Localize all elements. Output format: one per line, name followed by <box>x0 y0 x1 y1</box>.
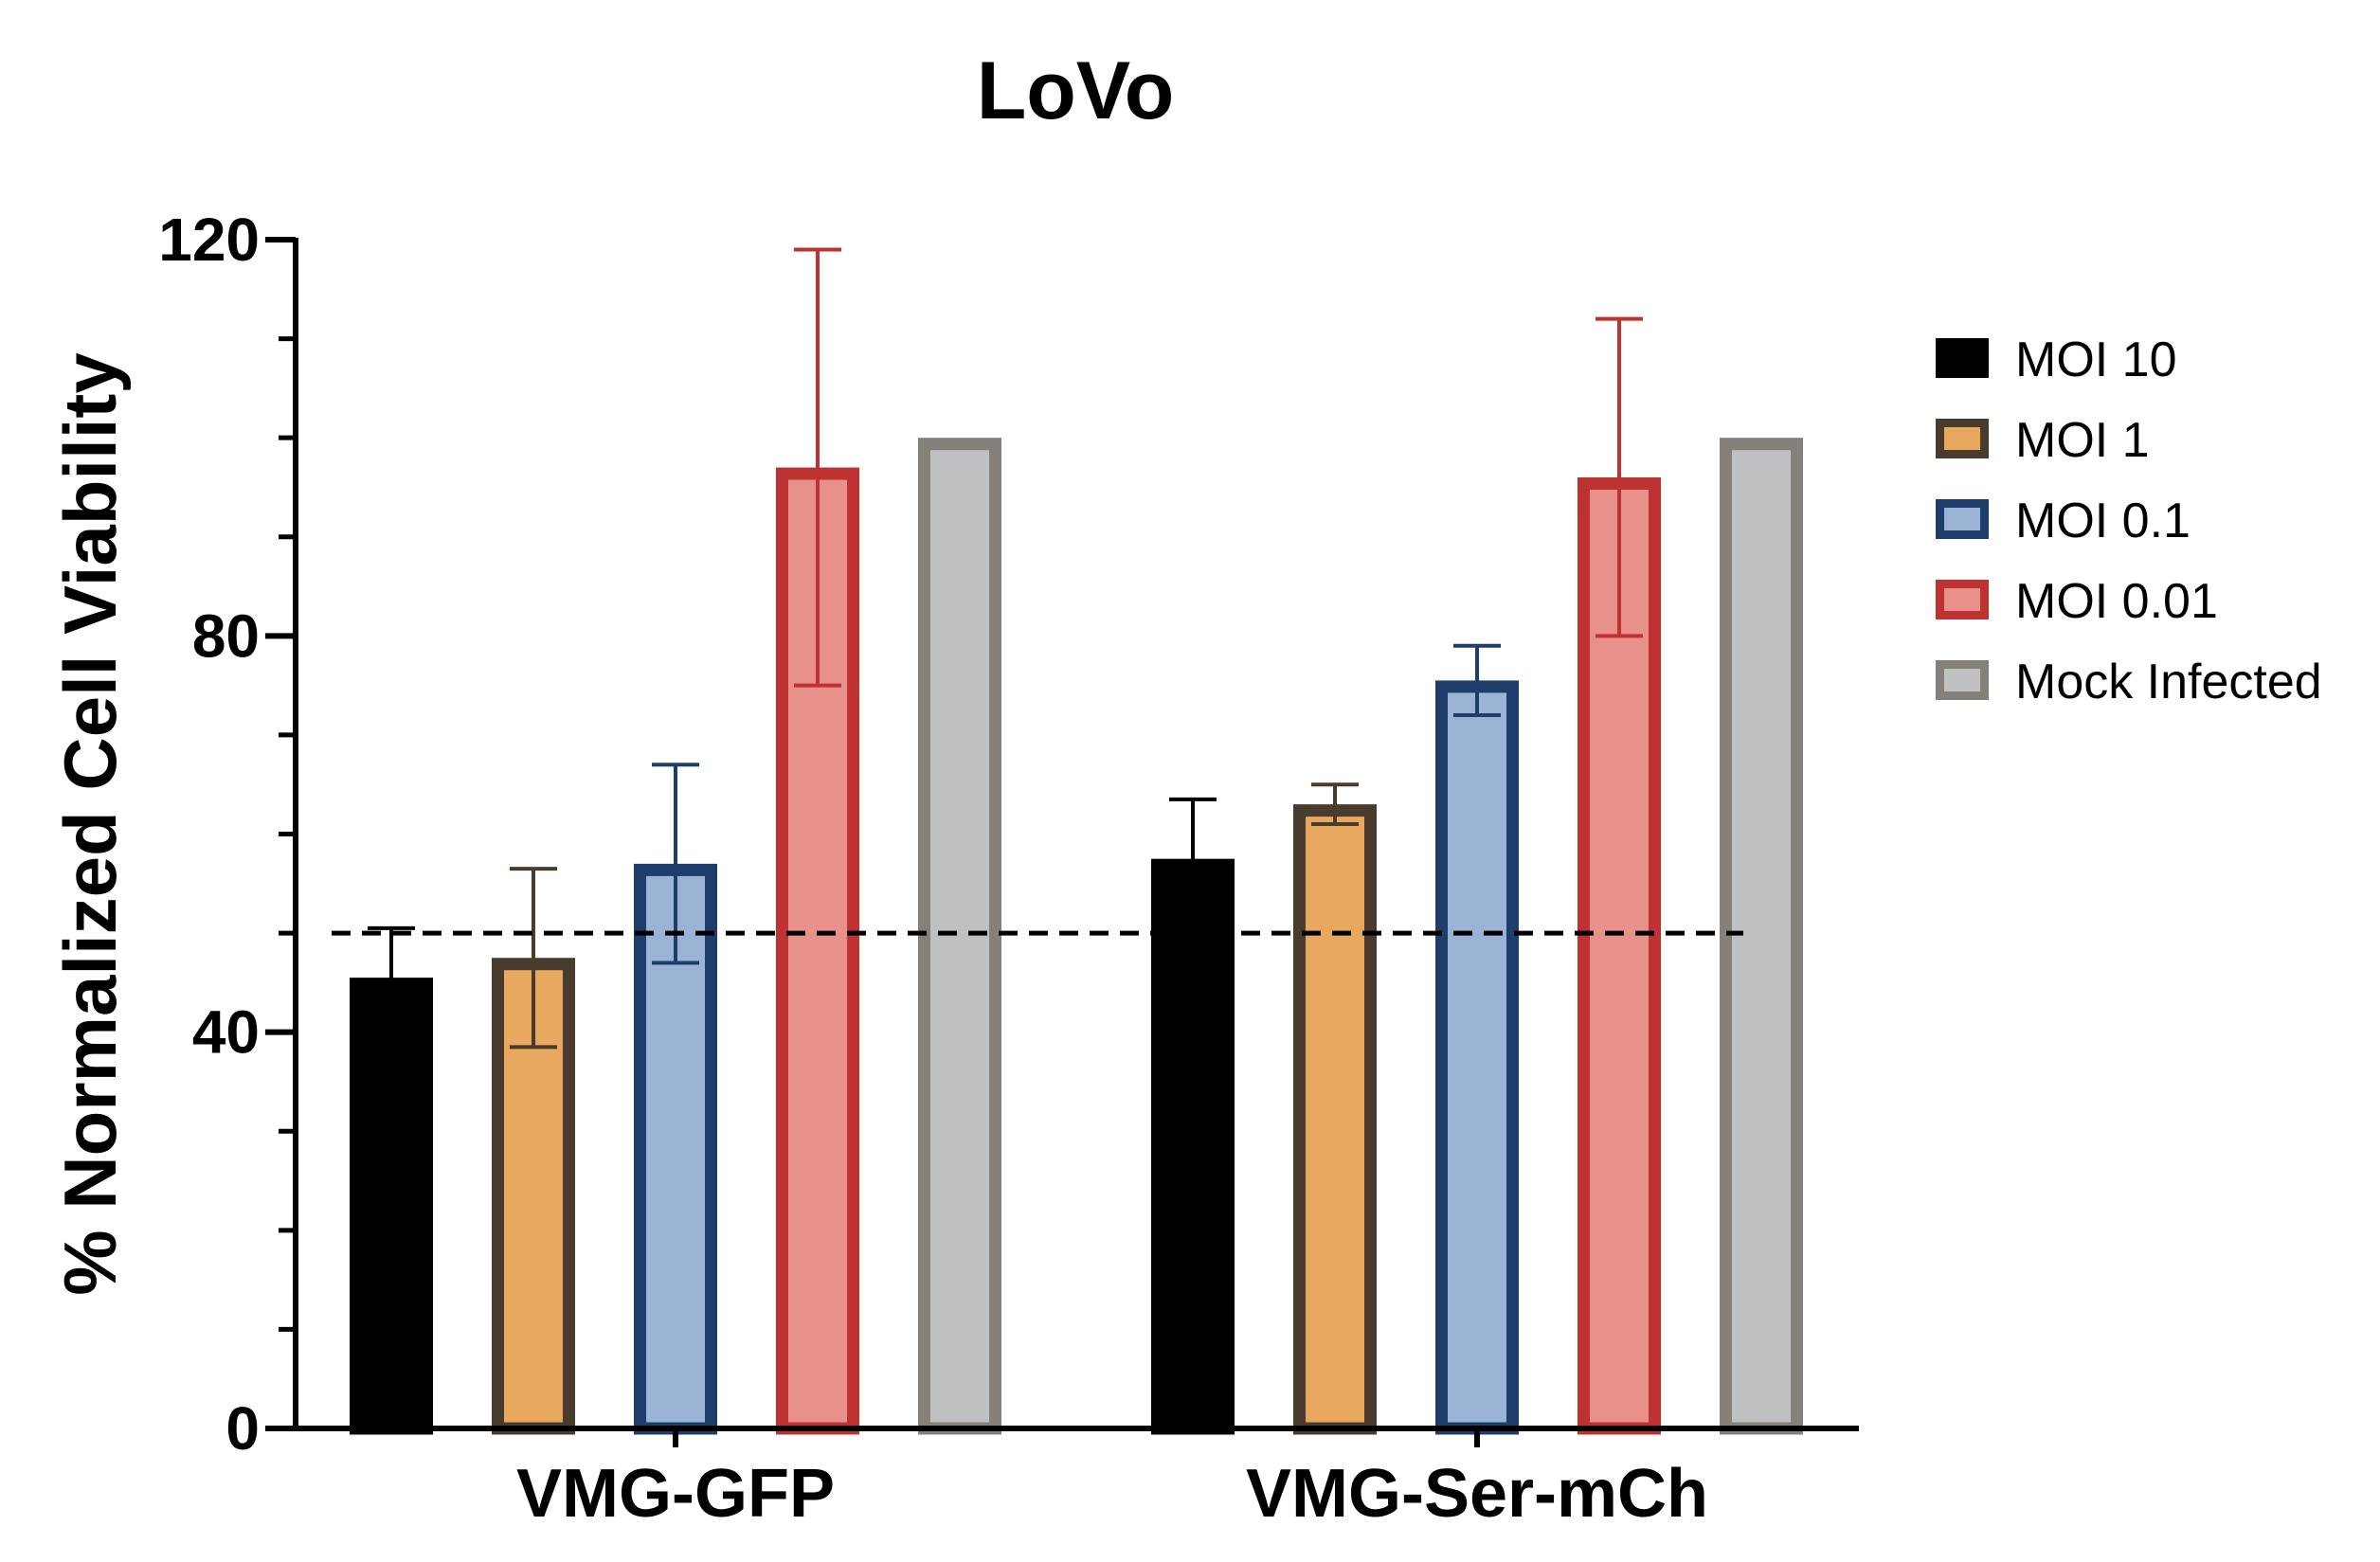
legend-swatch-1 <box>1936 419 1989 458</box>
y-axis-label: % Normalized Cell Viability <box>48 352 132 1296</box>
x-tick-label: VMG-GFP <box>516 1456 835 1532</box>
legend-label-4: Mock Infected <box>2015 655 2322 709</box>
legend-swatch-4 <box>1936 660 1989 700</box>
y-tick-label: 40 <box>192 998 260 1067</box>
legend-label-3: MOI 0.01 <box>2015 574 2218 629</box>
legend-swatch-2 <box>1936 499 1989 539</box>
legend-label-2: MOI 0.1 <box>2015 494 2191 548</box>
plot-area: 0 40 80 120 VMG-GFP VMG-Ser-mCh <box>158 206 1859 1532</box>
bar-4-1 <box>1720 438 1803 1435</box>
legend-label-0: MOI 10 <box>2015 332 2177 387</box>
bar-1-1 <box>1293 804 1377 1435</box>
bar-4-0 <box>918 438 1001 1435</box>
x-tick-label: VMG-Ser-mCh <box>1246 1456 1708 1532</box>
bar-0-1 <box>1151 858 1235 1435</box>
legend: MOI 10 MOI 1 MOI 0.1 MOI 0.01 Mock Infected <box>1936 332 2322 709</box>
chart-title: LoVo <box>977 45 1175 136</box>
legend-label-1: MOI 1 <box>2015 413 2150 468</box>
y-tick-label: 80 <box>192 601 260 670</box>
bar-0-0 <box>350 978 433 1435</box>
bar-2-1 <box>1435 680 1519 1435</box>
y-tick-label: 120 <box>158 206 260 274</box>
legend-swatch-3 <box>1936 580 1989 619</box>
y-tick-label: 0 <box>225 1394 260 1463</box>
legend-swatch-0 <box>1936 338 1989 378</box>
